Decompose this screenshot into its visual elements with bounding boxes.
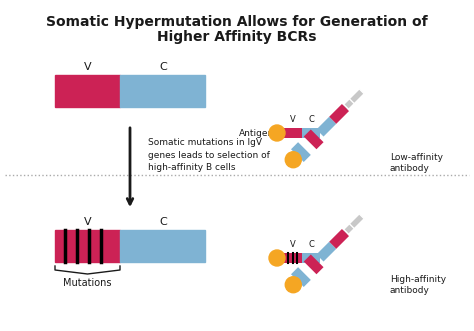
Text: Higher Affinity BCRs: Higher Affinity BCRs <box>157 30 317 44</box>
Polygon shape <box>302 253 320 263</box>
Text: V: V <box>290 240 296 249</box>
Bar <box>55 75 120 107</box>
Polygon shape <box>291 267 311 287</box>
Text: C: C <box>159 217 167 227</box>
Text: C: C <box>159 62 167 72</box>
Text: Mutations: Mutations <box>63 278 112 288</box>
Bar <box>120 75 205 107</box>
Text: C: C <box>308 240 314 249</box>
Polygon shape <box>329 229 349 249</box>
Polygon shape <box>329 104 349 124</box>
Polygon shape <box>344 219 358 234</box>
Text: V: V <box>84 217 92 227</box>
Circle shape <box>285 277 301 293</box>
Polygon shape <box>344 94 358 109</box>
Polygon shape <box>284 253 302 263</box>
Polygon shape <box>338 225 353 240</box>
Polygon shape <box>317 242 336 261</box>
Bar <box>120 230 205 262</box>
Text: Somatic Hypermutation Allows for Generation of: Somatic Hypermutation Allows for Generat… <box>46 15 428 29</box>
Polygon shape <box>304 255 324 274</box>
Polygon shape <box>349 89 364 104</box>
Text: V: V <box>84 62 92 72</box>
Polygon shape <box>317 117 336 136</box>
Text: High-affinity
antibody: High-affinity antibody <box>390 275 446 295</box>
Polygon shape <box>304 129 324 149</box>
Polygon shape <box>291 142 311 162</box>
Text: Somatic mutations in IgV
genes leads to selection of
high-affinity B cells: Somatic mutations in IgV genes leads to … <box>148 138 270 172</box>
Circle shape <box>285 152 301 168</box>
Text: V: V <box>290 115 296 124</box>
Polygon shape <box>338 100 353 115</box>
Circle shape <box>269 125 285 141</box>
Text: Antigen: Antigen <box>239 128 274 137</box>
Text: Low-affinity
antibody: Low-affinity antibody <box>390 153 443 173</box>
Circle shape <box>269 250 285 266</box>
Polygon shape <box>349 214 364 229</box>
Text: C: C <box>308 115 314 124</box>
Bar <box>55 230 120 262</box>
Polygon shape <box>284 128 302 138</box>
Polygon shape <box>302 128 320 138</box>
